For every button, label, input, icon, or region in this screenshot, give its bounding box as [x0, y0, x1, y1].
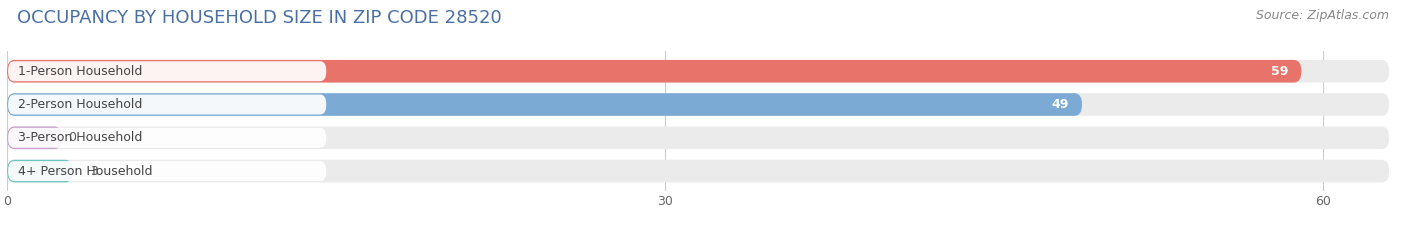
FancyBboxPatch shape	[7, 127, 1389, 149]
Text: Source: ZipAtlas.com: Source: ZipAtlas.com	[1256, 9, 1389, 22]
Text: 59: 59	[1271, 65, 1288, 78]
Text: 2-Person Household: 2-Person Household	[18, 98, 142, 111]
FancyBboxPatch shape	[8, 95, 326, 114]
FancyBboxPatch shape	[7, 127, 62, 149]
Text: 49: 49	[1052, 98, 1069, 111]
Text: 0: 0	[69, 131, 76, 144]
Text: 4+ Person Household: 4+ Person Household	[18, 164, 152, 178]
FancyBboxPatch shape	[7, 60, 1389, 82]
FancyBboxPatch shape	[7, 160, 1389, 182]
FancyBboxPatch shape	[8, 61, 326, 81]
FancyBboxPatch shape	[8, 161, 326, 181]
Text: 3: 3	[90, 164, 98, 178]
Text: OCCUPANCY BY HOUSEHOLD SIZE IN ZIP CODE 28520: OCCUPANCY BY HOUSEHOLD SIZE IN ZIP CODE …	[17, 9, 502, 27]
FancyBboxPatch shape	[7, 93, 1083, 116]
FancyBboxPatch shape	[8, 128, 326, 148]
Text: 1-Person Household: 1-Person Household	[18, 65, 142, 78]
Text: 3-Person Household: 3-Person Household	[18, 131, 142, 144]
FancyBboxPatch shape	[7, 93, 1389, 116]
FancyBboxPatch shape	[7, 160, 73, 182]
FancyBboxPatch shape	[7, 60, 1302, 82]
